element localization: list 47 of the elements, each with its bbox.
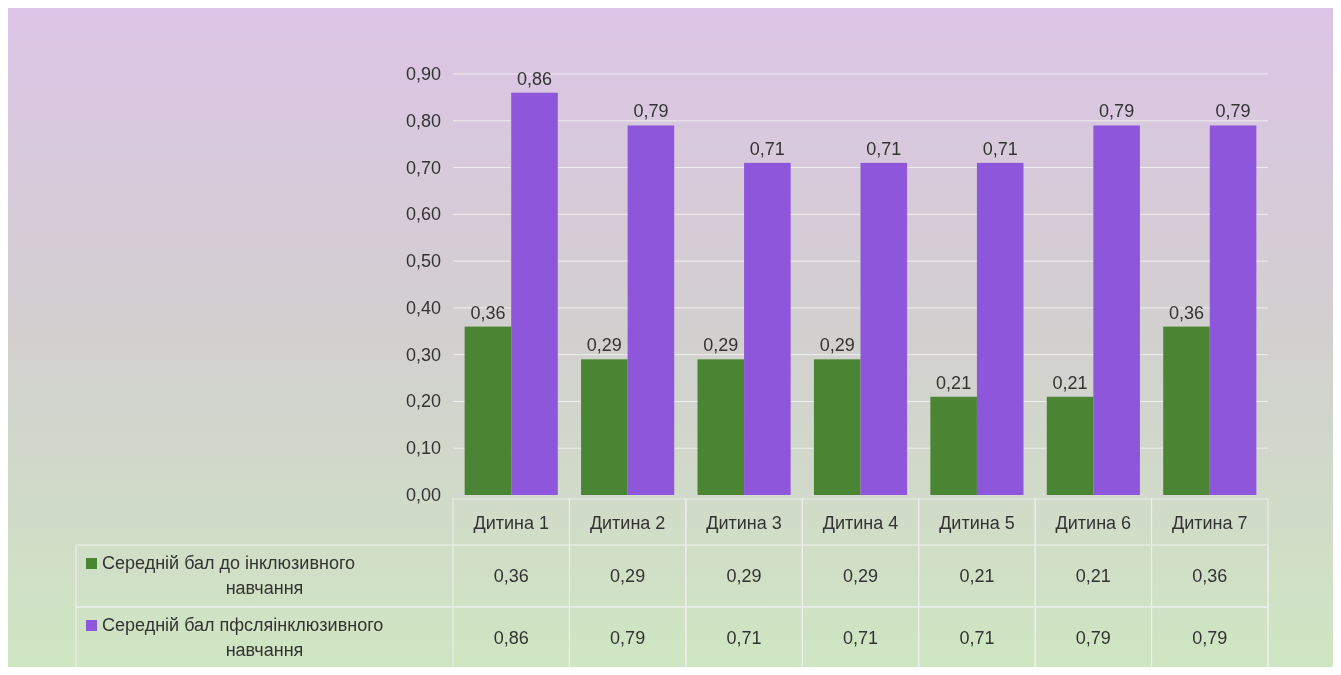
data-label: 0,86 xyxy=(493,628,529,648)
data-label: 0,21 xyxy=(1075,566,1111,586)
data-label: 0,29 xyxy=(726,566,762,586)
data-label: 0,79 xyxy=(1075,628,1111,648)
data-label: 0,29 xyxy=(842,566,879,586)
y-tick-label: 0,30 xyxy=(405,344,441,365)
text: 0,79 xyxy=(633,101,669,122)
x-tick-label: Дитина 7 xyxy=(1172,513,1248,533)
y-tick-label: 0,00 xyxy=(405,485,441,505)
text: 0,29 xyxy=(586,335,622,356)
y-tick-label: 0,80 xyxy=(405,110,441,131)
text: 0,79 xyxy=(1215,101,1251,122)
text: 0,71 xyxy=(982,138,1018,159)
y-tick-label: 0,10 xyxy=(405,438,441,459)
text: 0,21 xyxy=(936,372,972,393)
y-tick-label: 0,50 xyxy=(405,251,441,272)
y-tick-label: 0,40 xyxy=(405,297,441,318)
legend-label: Середній бал до інклюзивного навчання xyxy=(102,553,356,598)
data-label: 0,29 xyxy=(610,566,646,586)
x-tick-label: Дитина 5 xyxy=(939,513,1015,533)
text: 0,29 xyxy=(703,335,739,356)
text: 0,71 xyxy=(749,138,785,159)
text: 0,21 xyxy=(1052,372,1088,393)
text: 0,36 xyxy=(1168,302,1205,323)
y-tick-label: 0,20 xyxy=(405,391,441,412)
data-label: 0,71 xyxy=(842,628,879,648)
legend-label: Середній бал пфсляінклюзивного навчання xyxy=(102,615,384,660)
text: 0,71 xyxy=(866,138,902,159)
y-tick-label: 0,70 xyxy=(405,157,441,178)
y-tick-label: 0,90 xyxy=(405,64,441,84)
x-tick-label: Дитина 1 xyxy=(473,513,549,533)
x-tick-label: Дитина 2 xyxy=(589,513,666,533)
data-label: 0,71 xyxy=(959,628,995,648)
text: 0,29 xyxy=(819,335,855,356)
y-tick-label: 0,60 xyxy=(405,204,441,225)
data-label: 0,79 xyxy=(610,628,646,648)
x-tick-label: Дитина 4 xyxy=(822,513,899,533)
text: 0,79 xyxy=(1099,101,1135,122)
data-label: 0,36 xyxy=(1192,566,1228,586)
text: 0,36 xyxy=(470,302,506,323)
x-tick-label: Дитина 6 xyxy=(1055,513,1132,533)
data-label: 0,36 xyxy=(493,566,529,586)
data-label: 0,79 xyxy=(1192,628,1228,648)
text: 0,86 xyxy=(516,68,553,89)
data-label: 0,21 xyxy=(959,566,995,586)
x-tick-label: Дитина 3 xyxy=(706,513,782,533)
data-label: 0,71 xyxy=(726,628,762,648)
